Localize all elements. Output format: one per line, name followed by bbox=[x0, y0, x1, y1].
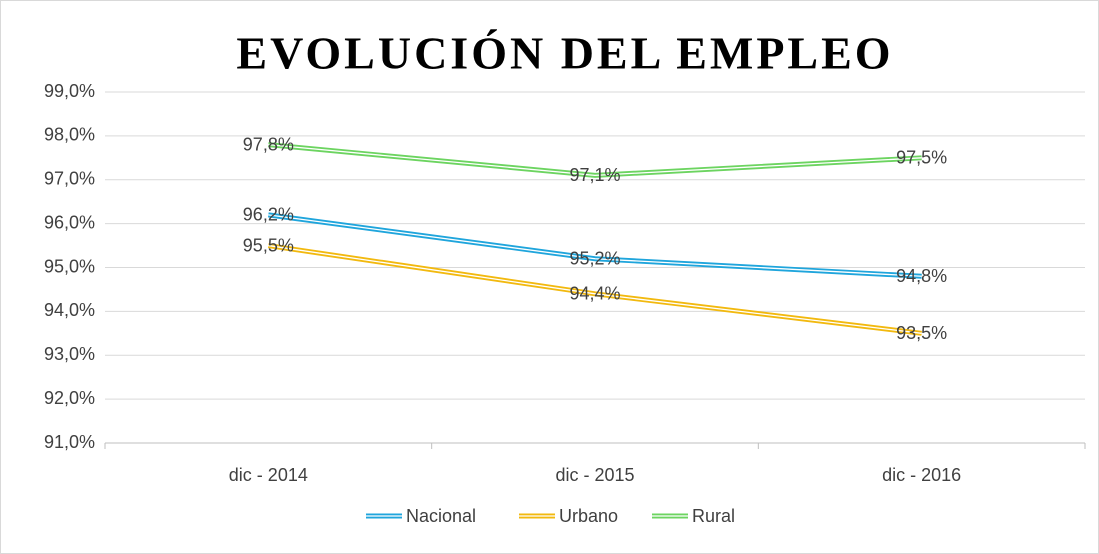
legend-label: Nacional bbox=[406, 506, 476, 526]
data-label: 95,5% bbox=[243, 235, 294, 255]
y-tick-label: 98,0% bbox=[44, 125, 95, 145]
data-label: 93,5% bbox=[896, 323, 947, 343]
y-tick-label: 97,0% bbox=[44, 169, 95, 189]
data-label: 97,1% bbox=[569, 165, 620, 185]
y-tick-label: 99,0% bbox=[44, 81, 95, 101]
y-tick-label: 95,0% bbox=[44, 256, 95, 276]
series-line-highlight bbox=[268, 244, 922, 334]
legend-label: Rural bbox=[692, 506, 735, 526]
series-line-highlight bbox=[268, 144, 922, 177]
chart-title: EVOLUCIÓN DEL EMPLEO bbox=[236, 28, 893, 79]
data-label: 96,2% bbox=[243, 205, 294, 225]
y-tick-label: 93,0% bbox=[44, 344, 95, 364]
x-tick-label: dic - 2015 bbox=[555, 465, 634, 485]
data-label: 97,5% bbox=[896, 148, 947, 168]
y-tick-label: 96,0% bbox=[44, 212, 95, 232]
data-label: 97,8% bbox=[243, 134, 294, 154]
y-tick-label: 94,0% bbox=[44, 300, 95, 320]
data-label: 95,2% bbox=[569, 248, 620, 268]
x-tick-label: dic - 2016 bbox=[882, 465, 961, 485]
y-tick-label: 92,0% bbox=[44, 388, 95, 408]
series-line-highlight bbox=[268, 214, 922, 277]
y-tick-label: 91,0% bbox=[44, 432, 95, 452]
x-tick-label: dic - 2014 bbox=[229, 465, 308, 485]
data-label: 94,4% bbox=[569, 284, 620, 304]
legend-label: Urbano bbox=[559, 506, 618, 526]
data-label: 94,8% bbox=[896, 266, 947, 286]
